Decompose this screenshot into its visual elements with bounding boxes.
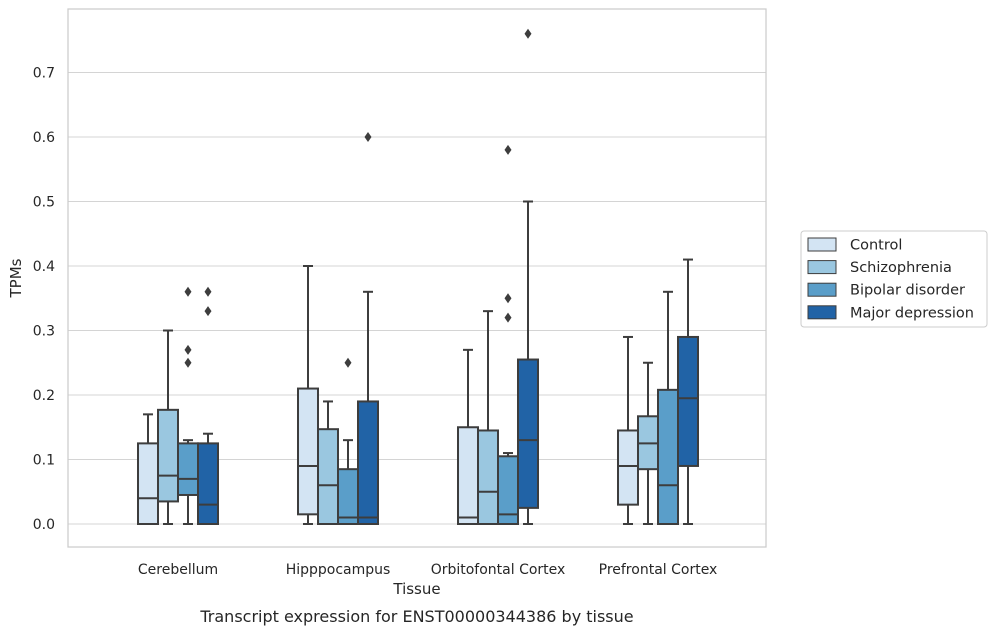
y-tick-label: 0.4 [33,259,55,275]
legend-label: Control [850,238,902,254]
outlier-point [504,312,512,323]
box-iqr [197,442,219,525]
box-iqr [617,429,639,506]
x-tick-label: Prefrontal Cortex [599,562,718,578]
box-major-depression [517,28,539,525]
x-tick-label: Cerebellum [138,562,218,578]
chart-caption: Transcript expression for ENST0000034438… [199,607,633,626]
box-iqr [177,442,199,496]
box-iqr [517,358,539,509]
outlier-point [524,28,532,39]
box-schizophrenia [637,361,659,525]
x-tick-labels: Cerebellum Hipppocampus Orbitofontal Corte… [138,562,717,578]
legend-swatch [807,260,837,275]
box-schizophrenia [157,329,179,525]
y-axis-label: TPMs [7,258,25,298]
box-bipolar-disorder [337,357,359,525]
legend-label: Bipolar disorder [850,283,965,299]
x-axis-label: Tissue [392,580,440,598]
box-iqr [457,426,479,525]
outlier-point [504,144,512,155]
box-bipolar-disorder [657,290,679,525]
y-tick-label: 0.0 [33,517,55,533]
outlier-point [364,132,372,142]
box-control [137,413,159,525]
box-iqr [137,442,159,525]
box-major-depression [197,286,219,525]
outlier-point [344,357,352,368]
outlier-point [204,306,212,317]
legend-swatch [807,237,837,252]
box-iqr [657,388,679,525]
legend-label: Schizophrenia [850,260,952,276]
outlier-point [504,293,512,304]
box-iqr [337,468,359,525]
box-groups [137,28,699,526]
box-iqr [157,408,179,503]
y-tick-label: 0.1 [33,453,55,469]
outlier-point [184,286,192,297]
x-tick-label: Hipppocampus [286,562,391,578]
box-iqr [357,400,379,526]
plot-frame [67,8,767,548]
box-control [457,348,479,525]
y-tick-label: 0.6 [33,130,55,146]
box-major-depression [677,258,699,525]
legend-swatch [807,305,837,320]
y-tick-label: 0.5 [33,195,55,211]
outlier-point [204,286,212,297]
box-iqr [677,335,699,467]
box-major-depression [357,132,379,526]
legend-frame [800,230,988,328]
y-tick-label: 0.7 [33,66,55,82]
box-iqr [477,429,499,526]
x-tick-label: Orbitofontal Cortex [431,562,566,578]
y-tick-label: 0.2 [33,388,55,404]
legend: Control Schizophrenia Bipolar disorder Majo… [800,230,988,328]
y-tick-label: 0.3 [33,324,55,340]
box-iqr [317,428,339,525]
box-iqr [297,387,319,516]
legend-swatch [807,282,837,297]
outlier-point [184,344,192,355]
outlier-point [184,357,192,368]
y-tick-labels: 0.0 0.1 0.2 0.3 0.4 0.5 0.6 0.7 [33,66,55,534]
legend-label: Major depression [850,305,974,321]
